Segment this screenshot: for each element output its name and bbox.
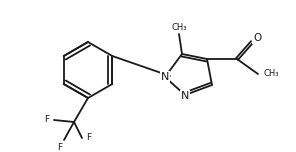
Text: CH₃: CH₃ bbox=[263, 69, 279, 78]
Text: O: O bbox=[253, 33, 261, 43]
Text: F: F bbox=[86, 133, 91, 143]
Text: N: N bbox=[161, 72, 169, 82]
Text: N: N bbox=[181, 91, 189, 101]
Text: F: F bbox=[44, 114, 49, 123]
Text: F: F bbox=[57, 143, 62, 152]
Text: CH₃: CH₃ bbox=[171, 22, 187, 31]
